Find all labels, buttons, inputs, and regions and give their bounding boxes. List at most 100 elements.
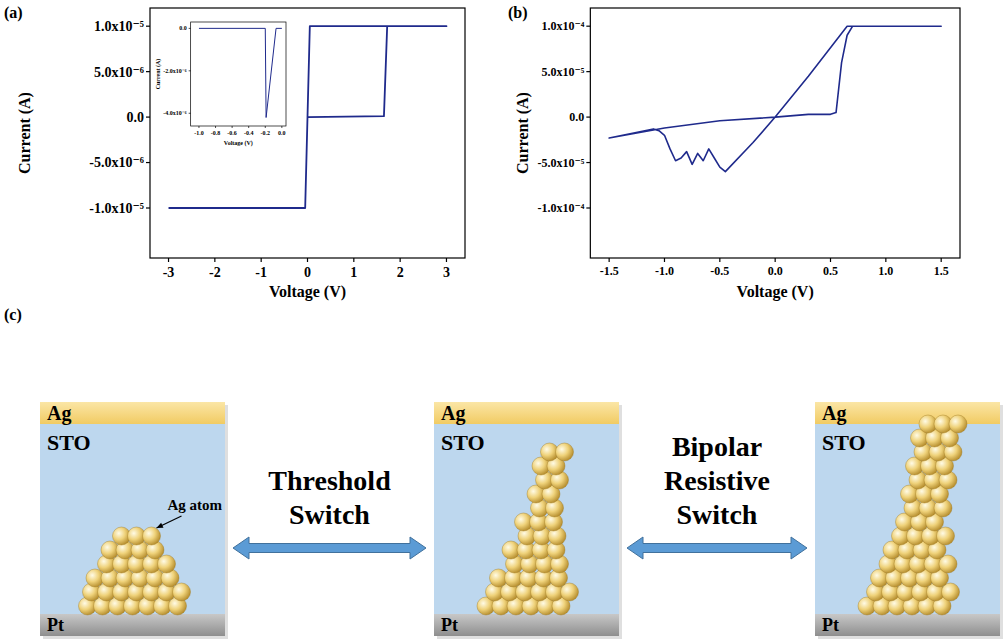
x-tick <box>307 258 308 262</box>
plot-frame <box>191 22 286 126</box>
plot-area <box>609 26 941 171</box>
layer-label: STO <box>441 430 485 455</box>
layer-label: STO <box>822 430 866 455</box>
x-tick-label: -0.2 <box>261 130 271 136</box>
pt-electrode <box>434 614 619 636</box>
x-tick <box>198 126 199 128</box>
atom-pointer <box>157 516 182 528</box>
y-tick <box>146 207 150 208</box>
transition-label-line: Switch <box>289 499 370 530</box>
x-tick-label: -0.5 <box>710 264 729 278</box>
x-tick <box>214 258 215 262</box>
x-tick <box>265 126 266 128</box>
x-tick <box>168 258 169 262</box>
layer-label: Pt <box>47 615 64 635</box>
x-tick <box>400 258 401 262</box>
transition-label-line: Resistive <box>664 465 770 496</box>
layer-label: STO <box>47 430 91 455</box>
x-tick <box>830 258 831 262</box>
ag-atom <box>158 555 176 573</box>
ag-atom <box>949 415 967 433</box>
panel-label: (b) <box>508 4 528 22</box>
y-tick <box>189 28 191 29</box>
x-tick-label: 1.5 <box>934 264 949 278</box>
atom-pointer-head <box>157 523 164 528</box>
y-tick-label: 0.0 <box>569 110 584 124</box>
y-tick-label: -1.0x10⁻⁵ <box>89 201 144 216</box>
pt-electrode <box>40 614 225 636</box>
x-tick-label: -3 <box>163 265 175 280</box>
x-tick <box>664 258 665 262</box>
layer-label: Pt <box>441 615 458 635</box>
transition-label-line: Bipolar <box>672 431 762 462</box>
sto-layer <box>434 402 619 636</box>
x-tick-label: 1.0 <box>878 264 893 278</box>
x-tick <box>941 258 942 262</box>
layer-label: Pt <box>822 615 839 635</box>
y-tick-label: -5.0x10⁻⁵ <box>537 156 584 170</box>
ag-atom <box>556 443 574 461</box>
x-tick-label: 0.0 <box>768 264 783 278</box>
x-tick <box>775 258 776 262</box>
y-axis-title: Current (A) <box>514 92 532 174</box>
y-tick <box>146 162 150 163</box>
layer-label: Ag <box>822 402 846 425</box>
y-tick-label: 5.0x10⁻⁶ <box>94 65 144 80</box>
x-tick-label: 3 <box>443 265 450 280</box>
y-tick-label: -5.0x10⁻⁶ <box>89 155 144 170</box>
x-tick <box>281 126 282 128</box>
x-tick <box>609 258 610 262</box>
transition-label: ThresholdSwitch <box>268 465 391 530</box>
y-tick <box>189 70 191 71</box>
atom-label: Ag atom <box>168 497 223 513</box>
iv-curve <box>609 26 941 171</box>
x-tick-label: 0.5 <box>823 264 838 278</box>
y-tick-label: 0.0 <box>179 25 187 31</box>
device-stack: Ag STO Pt <box>434 402 622 639</box>
x-tick-label: -1.0 <box>194 130 204 136</box>
y-tick-label: -2.0x10⁻⁶ <box>163 68 187 74</box>
panel-label: (a) <box>4 4 23 22</box>
panel-label: (c) <box>4 306 22 324</box>
sto-layer <box>40 402 225 636</box>
x-tick <box>353 258 354 262</box>
x-tick <box>885 258 886 262</box>
y-axis-title: Current (A) <box>155 59 162 90</box>
x-tick <box>719 258 720 262</box>
transition-label: BipolarResistiveSwitch <box>664 431 770 530</box>
chart-0: -3-2-101231.0x10⁻⁵5.0x10⁻⁶0.0-5.0x10⁻⁶-1… <box>16 8 466 301</box>
x-tick-label: -0.4 <box>244 130 254 136</box>
y-tick <box>586 71 590 72</box>
y-tick <box>189 113 191 114</box>
plot-area <box>199 28 282 117</box>
x-tick <box>261 258 262 262</box>
ag-electrode <box>434 402 619 424</box>
x-tick-label: 0.0 <box>278 130 286 136</box>
x-tick <box>248 126 249 128</box>
chart-2: -1.5-1.0-0.50.00.51.01.51.0x10⁻⁴5.0x10⁻⁵… <box>514 8 961 301</box>
plot-frame <box>590 8 960 258</box>
y-tick <box>586 116 590 117</box>
layer-label: Ag <box>441 402 465 425</box>
plot-frame <box>150 8 465 258</box>
x-axis-title: Voltage (V) <box>737 283 814 301</box>
y-tick-label: 1.0x10⁻⁵ <box>94 19 144 34</box>
device-stack: AgSTOPt <box>40 402 228 639</box>
y-tick <box>146 26 150 27</box>
y-tick-label: -4.0x10⁻⁶ <box>163 110 187 116</box>
y-tick-label: 5.0x10⁻⁵ <box>541 65 584 79</box>
figure: (a)(b)(c)-3-2-101231.0x10⁻⁵5.0x10⁻⁶0.0-5… <box>0 0 1008 643</box>
ag-atom <box>143 527 161 545</box>
y-tick <box>586 207 590 208</box>
x-tick-label: 2 <box>397 265 404 280</box>
sto-layer <box>815 402 1000 636</box>
x-axis-title: Voltage (V) <box>224 140 253 147</box>
transition-arrow <box>233 537 426 559</box>
y-tick-label: -1.0x10⁻⁴ <box>537 201 584 215</box>
chart-1: -1.0-0.8-0.6-0.4-0.20.00.0-2.0x10⁻⁶-4.0x… <box>155 22 286 147</box>
y-tick <box>586 162 590 163</box>
inset-background <box>154 16 290 150</box>
x-tick-label: -1.5 <box>600 264 619 278</box>
transition-label-line: Threshold <box>268 465 391 496</box>
y-tick-label: 1.0x10⁻⁴ <box>541 19 584 33</box>
